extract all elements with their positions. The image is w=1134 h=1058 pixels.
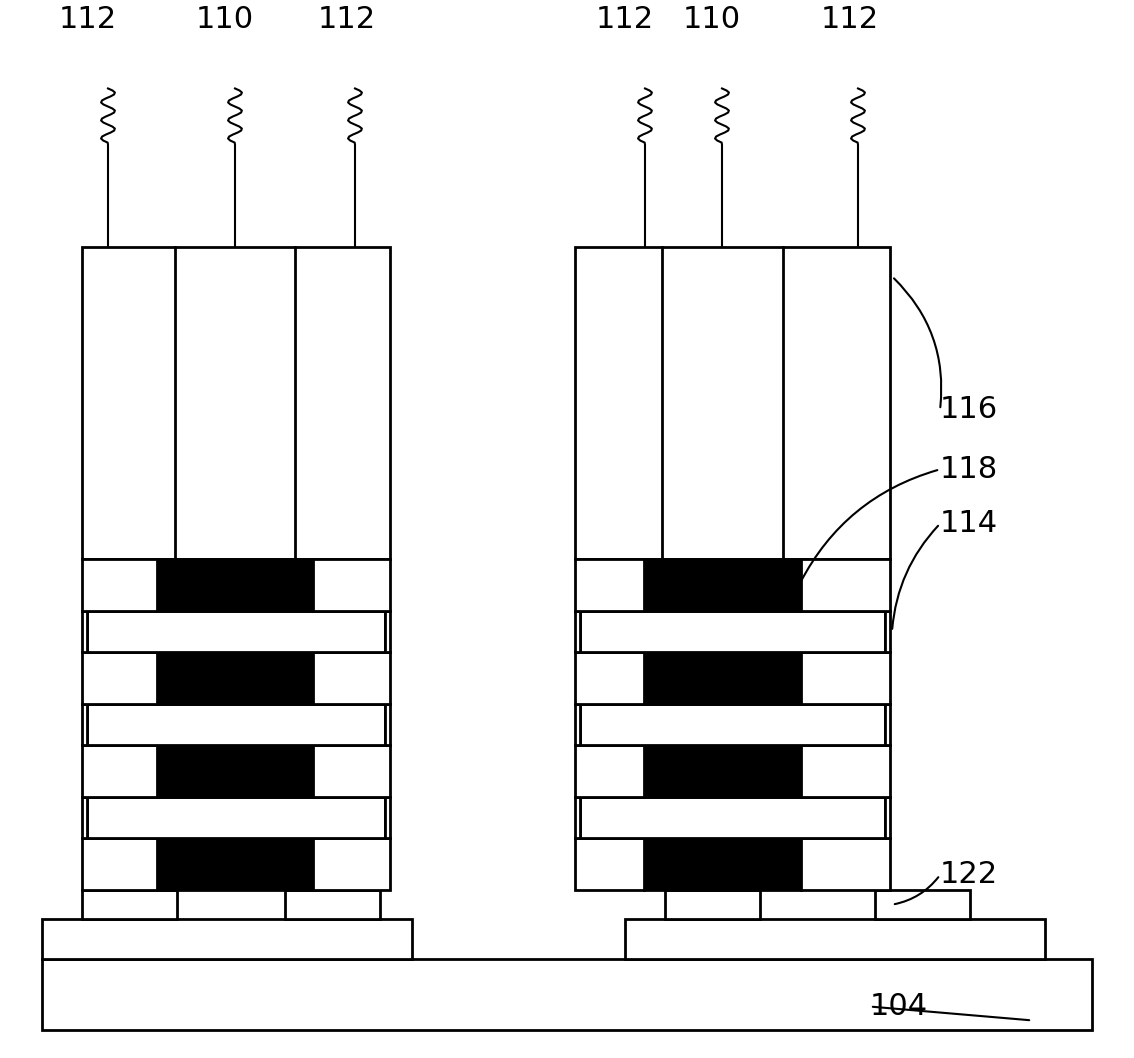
Bar bbox=[87, 797, 386, 838]
Bar bbox=[82, 797, 87, 838]
Bar bbox=[575, 704, 579, 746]
Bar bbox=[644, 838, 801, 890]
Bar bbox=[885, 704, 890, 746]
Bar bbox=[575, 838, 644, 890]
Bar bbox=[82, 746, 156, 797]
Bar bbox=[575, 653, 644, 704]
Bar bbox=[156, 560, 313, 610]
Bar bbox=[885, 610, 890, 653]
Bar bbox=[575, 247, 890, 560]
Text: 116: 116 bbox=[940, 396, 998, 424]
Bar bbox=[875, 890, 970, 919]
Bar bbox=[156, 838, 313, 890]
Bar bbox=[386, 797, 390, 838]
Bar bbox=[82, 838, 156, 890]
Text: 110: 110 bbox=[196, 5, 254, 34]
Bar bbox=[156, 746, 313, 797]
Bar bbox=[386, 610, 390, 653]
Bar bbox=[625, 919, 1046, 959]
Bar bbox=[313, 653, 390, 704]
Bar bbox=[313, 560, 390, 610]
Text: 118: 118 bbox=[940, 455, 998, 484]
Bar bbox=[801, 560, 890, 610]
Bar bbox=[644, 560, 801, 610]
Bar bbox=[42, 919, 412, 959]
Bar bbox=[82, 653, 156, 704]
Bar bbox=[82, 610, 87, 653]
Bar bbox=[644, 653, 801, 704]
Bar bbox=[87, 704, 386, 746]
Bar bbox=[386, 704, 390, 746]
Text: 112: 112 bbox=[318, 5, 376, 34]
Bar bbox=[87, 610, 386, 653]
Text: 112: 112 bbox=[596, 5, 654, 34]
Bar bbox=[82, 704, 87, 746]
Bar bbox=[801, 746, 890, 797]
Bar bbox=[579, 610, 885, 653]
Text: 110: 110 bbox=[683, 5, 741, 34]
Bar bbox=[575, 746, 644, 797]
Bar bbox=[665, 890, 760, 919]
Text: 112: 112 bbox=[821, 5, 879, 34]
Bar bbox=[42, 959, 1092, 1030]
Bar bbox=[82, 247, 390, 560]
Text: 114: 114 bbox=[940, 509, 998, 539]
Bar bbox=[801, 653, 890, 704]
Text: 122: 122 bbox=[940, 860, 998, 890]
Bar bbox=[885, 797, 890, 838]
Text: 104: 104 bbox=[870, 992, 928, 1021]
Bar bbox=[575, 560, 644, 610]
Bar bbox=[313, 838, 390, 890]
Bar bbox=[285, 890, 380, 919]
Bar bbox=[575, 797, 579, 838]
Text: 112: 112 bbox=[59, 5, 117, 34]
Bar bbox=[82, 890, 177, 919]
Bar bbox=[579, 704, 885, 746]
Bar bbox=[579, 797, 885, 838]
Bar bbox=[313, 746, 390, 797]
Bar bbox=[644, 746, 801, 797]
Bar bbox=[82, 560, 156, 610]
Bar bbox=[801, 838, 890, 890]
Bar bbox=[575, 610, 579, 653]
Bar bbox=[156, 653, 313, 704]
